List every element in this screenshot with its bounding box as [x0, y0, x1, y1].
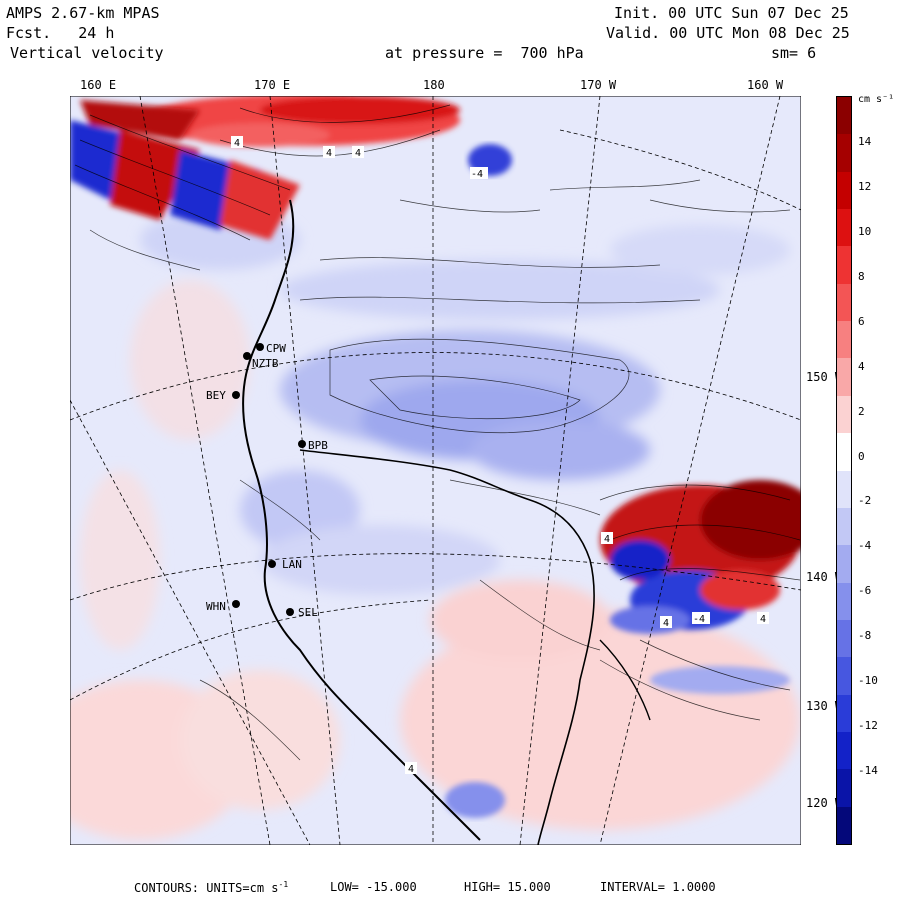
colorbar-swatch: [837, 507, 851, 546]
colorbar-tick-label: 4: [858, 359, 865, 373]
ascent-regions: [70, 280, 800, 840]
station-markers: CPW NZTB BEY BPB LAN WHN SEL: [206, 342, 328, 619]
colorbar-swatch: [837, 246, 851, 285]
init-time: Init. 00 UTC Sun 07 Dec 25: [614, 4, 849, 22]
smoothing: sm= 6: [771, 44, 817, 62]
colorbar-tick-label: 8: [858, 269, 865, 283]
station-dot: [232, 600, 240, 608]
station-label: BEY: [206, 389, 226, 402]
valid-time: Valid. 00 UTC Mon 08 Dec 25: [606, 24, 850, 42]
colorbar-tick-label: -8: [858, 629, 872, 643]
contour-value-label: 4: [663, 618, 669, 629]
contour-value-label: 4: [604, 534, 610, 545]
footer-units-exponent: -1: [278, 880, 289, 889]
coastline-east: [599, 639, 651, 721]
station-dot: [286, 608, 294, 616]
ice-shelf-edge: [299, 449, 595, 845]
colorbar-tick-label: -12: [858, 719, 878, 733]
station-dot: [232, 391, 240, 399]
contour-value-label: -4: [693, 614, 705, 625]
contour-value-label: -4: [471, 169, 483, 180]
lon-label: 180: [423, 78, 445, 92]
colorbar-tick-label: -14: [858, 764, 878, 778]
colorbar-swatch: [837, 171, 851, 210]
contour-value-label: 4: [760, 614, 766, 625]
station-dot: [256, 343, 264, 351]
station-label: WHN: [206, 600, 226, 613]
colorbar-swatch: [837, 470, 851, 509]
station-label: BPB: [308, 439, 328, 452]
colorbar-swatch: [837, 358, 851, 397]
colorbar-swatch: [837, 433, 851, 471]
colorbar-swatch: [837, 769, 851, 808]
contour-value-label: 4: [326, 148, 332, 159]
mountain-wave-top-left: [70, 100, 300, 240]
station-dot: [243, 352, 251, 360]
colorbar-tick-label: 14: [858, 134, 872, 148]
coastline: [242, 199, 481, 841]
colorbar-unit: cm s⁻¹: [858, 94, 895, 105]
colorbar-swatch: [837, 209, 851, 247]
footer-interval: INTERVAL= 1.0000: [600, 880, 716, 894]
colorbar-tick-label: -10: [858, 674, 878, 688]
colorbar-swatch: [837, 97, 851, 135]
model-title: AMPS 2.67-km MPAS: [6, 4, 160, 22]
lat-label: 140 W: [806, 570, 843, 584]
station-label: CPW: [266, 342, 286, 355]
contour-lines: [74, 104, 801, 761]
convective-area-right: [600, 480, 801, 694]
colorbar-swatch: [837, 283, 851, 322]
lon-label: 170 W: [580, 78, 617, 92]
lat-label: 150 W: [806, 370, 843, 384]
colorbar: [836, 96, 852, 845]
colorbar-swatch: [837, 582, 851, 621]
colorbar-tick-label: 6: [858, 314, 865, 328]
colorbar-swatch: [837, 619, 851, 658]
colorbar-swatch: [837, 731, 851, 770]
station-label: LAN: [282, 558, 302, 571]
colorbar-tick-label: 0: [858, 449, 865, 463]
colorbar-swatch: [837, 694, 851, 733]
station-dot: [298, 440, 306, 448]
graticule: [70, 96, 801, 845]
contour-value-label: 4: [355, 148, 361, 159]
contour-value-labels: 4 4 4 -4 4 4 4 -4 4: [231, 136, 769, 775]
footer-high: HIGH= 15.000: [464, 880, 551, 894]
colorbar-tick-label: 2: [858, 404, 865, 418]
footer-units: CONTOURS: UNITS=cm s: [134, 881, 279, 895]
footer-low: LOW= -15.000: [330, 880, 417, 894]
colorbar-swatch: [837, 545, 851, 584]
station-dot: [268, 560, 276, 568]
forecast-hour: Fcst. 24 h: [6, 24, 115, 42]
contour-value-label: 4: [408, 764, 414, 775]
lon-label: 160 E: [80, 78, 117, 92]
footer-contours: CONTOURS: UNITS=cm s-1: [134, 880, 288, 895]
descent-spot: [445, 782, 505, 818]
colorbar-swatch: [837, 806, 851, 845]
colorbar-tick-label: 12: [858, 179, 872, 193]
station-label: SEL: [298, 606, 318, 619]
colorbar-swatch: [837, 395, 851, 434]
station-label: NZTB: [252, 357, 279, 370]
pressure-level: at pressure = 700 hPa: [385, 44, 584, 62]
colorbar-tick-label: -4: [858, 539, 872, 553]
lat-label: 130 W: [806, 699, 843, 713]
colorbar-tick-label: -2: [858, 494, 872, 508]
lon-label: 170 E: [254, 78, 291, 92]
contour-value-label: 4: [234, 138, 240, 149]
lon-label: 160 W: [747, 78, 784, 92]
colorbar-swatch: [837, 321, 851, 359]
lat-label: 120 W: [806, 796, 843, 810]
colorbar-swatch: [837, 134, 851, 173]
colorbar-tick-label: 10: [858, 224, 872, 238]
colorbar-swatch: [837, 657, 851, 696]
field-name: Vertical velocity: [10, 44, 164, 62]
colorbar-tick-label: -6: [858, 584, 872, 598]
